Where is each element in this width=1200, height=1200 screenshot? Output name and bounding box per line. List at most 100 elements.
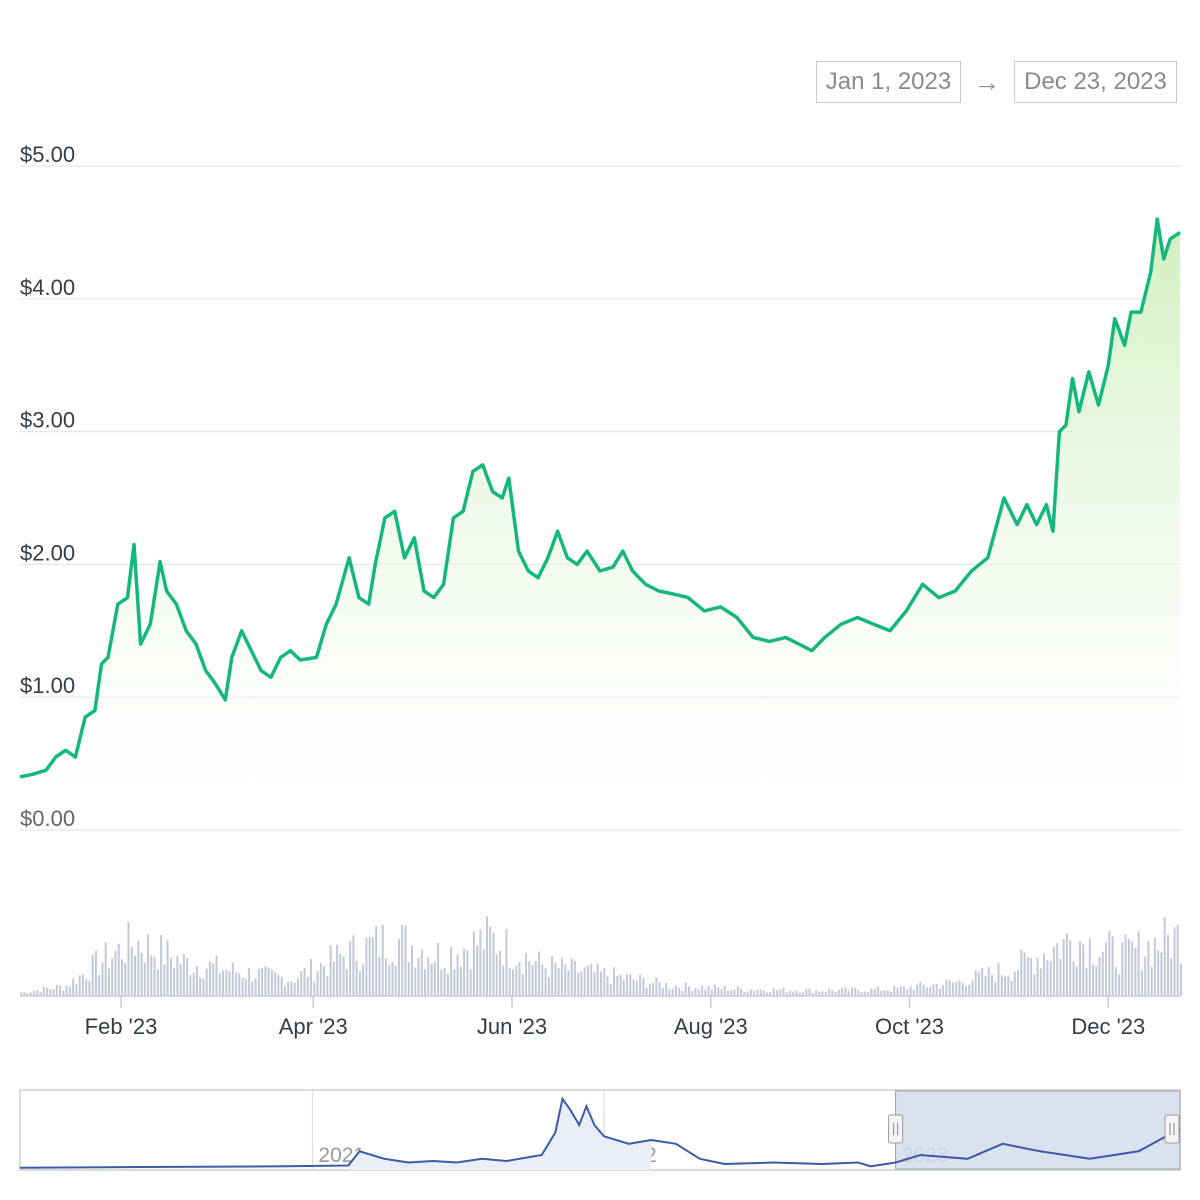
- volume-bar: [580, 971, 583, 996]
- volume-bar: [225, 969, 228, 996]
- volume-bar: [922, 984, 925, 996]
- volume-bar: [91, 954, 94, 996]
- volume-bar: [287, 981, 290, 996]
- volume-bar: [645, 987, 648, 996]
- volume-bar: [1108, 931, 1111, 996]
- volume-bar: [1167, 934, 1169, 996]
- volume-bar: [248, 968, 251, 996]
- volume-bar: [1082, 944, 1085, 996]
- volume-bar: [756, 990, 759, 996]
- volume-bar: [534, 961, 537, 996]
- volume-bar: [101, 962, 104, 996]
- volume-bar: [567, 970, 570, 996]
- volume-bar: [863, 991, 866, 996]
- price-line[interactable]: [19, 217, 1181, 779]
- price-area-fill: [20, 219, 1180, 831]
- volume-bar: [557, 968, 560, 996]
- volume-bar: [336, 945, 339, 996]
- volume-bar: [919, 981, 922, 996]
- volume-bar: [127, 922, 130, 996]
- volume-bar: [78, 975, 81, 996]
- volume-bar: [824, 991, 827, 996]
- volume-bar: [890, 991, 892, 996]
- volume-bar: [196, 966, 198, 996]
- volume-bar: [270, 969, 273, 996]
- volume-bar: [935, 983, 938, 996]
- volume-bar: [723, 986, 726, 996]
- volume-bar: [1114, 967, 1117, 996]
- volume-bar: [1056, 943, 1059, 996]
- volume-bar: [808, 988, 811, 996]
- volume-bar: [906, 989, 909, 996]
- volume-bar: [427, 957, 430, 996]
- volume-bar: [932, 984, 935, 996]
- volume-bar: [593, 972, 596, 996]
- volume-bar: [310, 959, 312, 996]
- volume-bar: [375, 925, 378, 996]
- volume-bar: [1010, 980, 1013, 996]
- volume-bar: [1017, 970, 1020, 996]
- navigator[interactable]: 202120222023: [19, 1089, 1181, 1171]
- volume-bar: [635, 980, 638, 996]
- volume-bar: [300, 970, 303, 996]
- volume-bar: [355, 961, 358, 996]
- volume-bar: [186, 957, 189, 996]
- y-tick-label: $1.00: [20, 673, 75, 698]
- date-from-input[interactable]: Jan 1, 2023: [816, 61, 961, 103]
- volume-bar: [303, 968, 306, 996]
- volume-bar: [945, 979, 948, 996]
- volume-bar: [707, 985, 710, 996]
- volume-bar: [1079, 941, 1081, 996]
- volume-bar: [306, 977, 309, 996]
- volume-bar: [293, 982, 296, 996]
- x-tick-label: Oct '23: [875, 1014, 944, 1039]
- volume-bar: [1147, 941, 1150, 996]
- volume-bar: [450, 946, 453, 996]
- date-to-input[interactable]: Dec 23, 2023: [1014, 61, 1177, 103]
- volume-bar: [821, 991, 824, 996]
- volume-bar: [730, 989, 733, 996]
- volume-bar: [658, 981, 661, 996]
- volume-bar: [896, 987, 899, 996]
- volume-bar: [254, 979, 257, 996]
- volume-bar: [371, 937, 374, 996]
- volume-bar: [769, 992, 772, 996]
- volume-bar: [893, 986, 896, 996]
- volume-bar: [378, 956, 381, 996]
- volume-bar: [704, 989, 707, 996]
- volume-bar: [209, 961, 211, 996]
- volume-bar: [130, 946, 133, 996]
- navigator-right-handle[interactable]: [1164, 1114, 1180, 1144]
- volume-bar: [710, 989, 713, 996]
- volume-bar: [235, 972, 238, 996]
- volume-bar: [622, 979, 625, 996]
- volume-bar: [424, 969, 426, 996]
- volume-bar: [968, 985, 971, 996]
- volume-bar: [1101, 951, 1104, 996]
- volume-bar: [867, 991, 870, 996]
- volume-bar: [160, 935, 163, 996]
- volume-bar: [98, 974, 101, 996]
- navigator-left-handle[interactable]: [888, 1114, 904, 1144]
- volume-bar: [577, 973, 580, 996]
- volume-bar: [81, 974, 84, 996]
- volume-bar: [1046, 959, 1049, 996]
- volume-bar: [329, 945, 332, 996]
- volume-bar: [971, 980, 974, 996]
- volume-bar: [1105, 942, 1108, 996]
- volume-bar: [280, 976, 283, 996]
- volume-bar: [1131, 941, 1134, 996]
- volume-bar: [564, 964, 567, 996]
- volume-bar: [94, 950, 97, 996]
- volume-bar: [847, 990, 850, 996]
- volume-bar: [899, 986, 902, 996]
- volume-bar: [26, 993, 29, 996]
- volume-bar: [368, 937, 371, 996]
- volume-bar: [446, 973, 449, 996]
- x-tick-label: Jun '23: [477, 1014, 547, 1039]
- volume-bar: [603, 968, 606, 996]
- volume-bar: [1153, 937, 1156, 996]
- volume-bar: [68, 986, 71, 996]
- volume-bar: [720, 989, 723, 996]
- volume-bar: [994, 982, 997, 996]
